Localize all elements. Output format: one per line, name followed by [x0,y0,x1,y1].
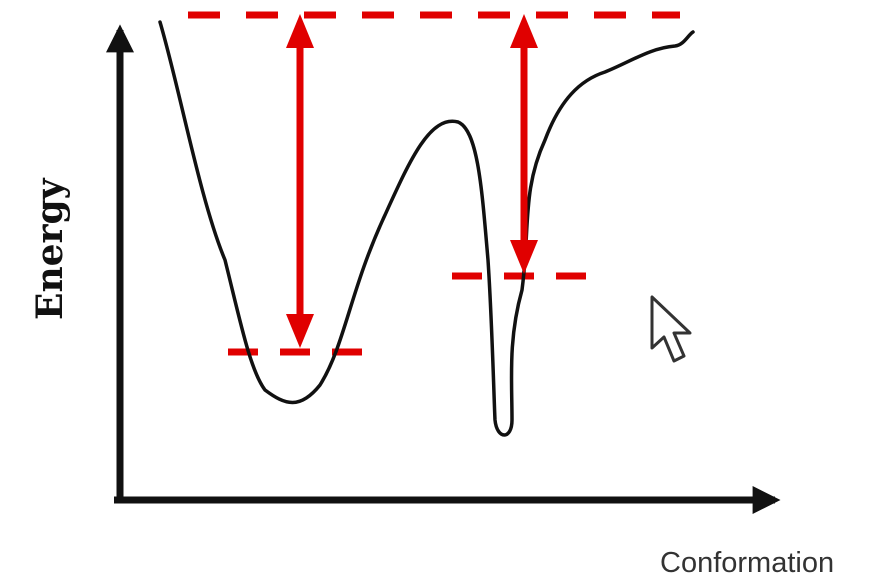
mouse-pointer-icon [650,295,692,363]
energy-curve [158,20,695,437]
y-axis-label: Energy [29,178,71,320]
x-axis-label: Conformation [660,547,835,579]
global-barrier-arrow [286,14,314,348]
local-barrier-arrow [510,14,538,274]
